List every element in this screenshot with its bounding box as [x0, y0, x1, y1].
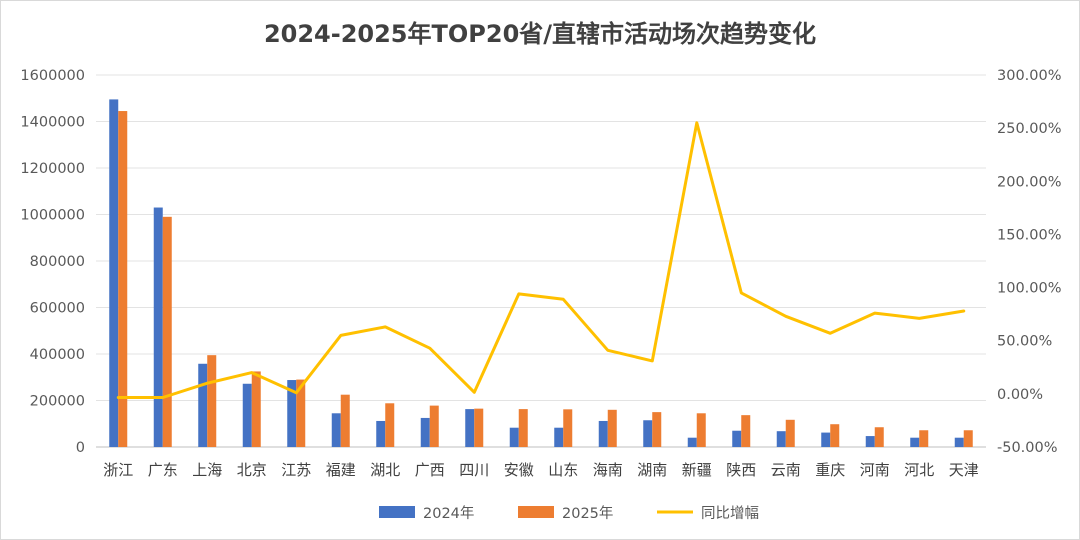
legend-label: 同比增幅: [701, 505, 759, 522]
bar-2025: [741, 415, 751, 447]
bar-2024: [331, 413, 341, 447]
category-label: 北京: [237, 461, 267, 479]
right-axis-tick-label: 50.00%: [997, 334, 1052, 350]
category-label: 上海: [192, 461, 222, 479]
category-axis-ticks: 浙江 广东 上海 北京 江苏 福建 湖北 广西 四川 安徽 山东 海南 湖南 新疆 陕西 云南 重庆 河南 河北 天津: [103, 461, 979, 479]
bar-2025: [518, 409, 528, 447]
bar-2025: [429, 405, 439, 447]
bar-2024: [509, 427, 519, 447]
left-axis-tick-label: 600000: [30, 301, 85, 317]
bar-2025: [385, 403, 395, 447]
gridlines: [96, 74, 986, 448]
right-axis-tick-label: -50.00%: [997, 440, 1058, 456]
chart-title: 2024-2025年TOP20省/直辖市活动场次趋势变化: [264, 20, 816, 48]
bar-2024: [554, 427, 564, 447]
bar-2024: [954, 437, 964, 447]
right-axis-tick-label: 200.00%: [997, 174, 1062, 190]
right-axis-tick-label: 100.00%: [997, 281, 1062, 297]
yoy-growth-line: [116, 121, 966, 399]
bar-2024: [153, 207, 163, 447]
right-axis-tick-label: 300.00%: [997, 68, 1062, 84]
left-axis-tick-label: 200000: [30, 394, 85, 410]
legend-swatch-2024: [379, 506, 415, 518]
bar-2025: [118, 111, 128, 447]
bar-2024: [376, 420, 386, 447]
bar-2025: [474, 408, 484, 447]
category-label: 广西: [415, 461, 445, 479]
left-axis-tick-label: 1200000: [20, 161, 85, 177]
left-axis-tick-label: 1000000: [20, 208, 85, 224]
left-axis-tick-label: 1600000: [20, 68, 85, 84]
right-axis-tick-label: 150.00%: [997, 227, 1062, 243]
bar-2025: [830, 424, 840, 447]
right-axis-tick-label: 0.00%: [997, 387, 1043, 403]
category-label: 云南: [771, 461, 801, 479]
bar-2024: [732, 430, 742, 447]
left-axis-ticks: 0 200000 400000 600000 800000 1000000 1200000 1…: [20, 68, 85, 456]
bar-2025: [296, 379, 306, 447]
left-axis-tick-label: 1400000: [20, 115, 85, 131]
bar-2024: [821, 432, 831, 447]
bar-2024: [242, 383, 252, 447]
category-label: 天津: [949, 461, 979, 479]
bar-2024: [598, 420, 608, 447]
category-label: 山东: [548, 461, 578, 479]
category-label: 安徽: [504, 461, 534, 479]
bar-2025: [162, 216, 172, 447]
category-label: 河北: [904, 461, 934, 479]
bar-2025: [607, 409, 617, 447]
line-series-group: [116, 121, 966, 399]
bar-2024: [465, 409, 475, 447]
bar-2024: [687, 437, 697, 447]
legend: 2024年 2025年 同比增幅: [379, 505, 759, 522]
legend-swatch-2025: [518, 506, 554, 518]
bar-2025: [652, 412, 662, 447]
bar-2024: [109, 99, 119, 447]
category-label: 河南: [860, 461, 890, 479]
bar-2024: [776, 431, 786, 447]
category-label: 浙江: [103, 461, 133, 479]
category-label: 湖北: [370, 461, 400, 479]
bar-2024: [865, 436, 875, 447]
category-label: 福建: [326, 461, 356, 479]
bar-2025: [207, 355, 217, 447]
category-label: 江苏: [281, 461, 311, 479]
bar-2025: [340, 394, 350, 447]
bar-series-group: [109, 99, 973, 447]
category-label: 陕西: [726, 461, 756, 479]
legend-label: 2025年: [562, 505, 613, 522]
bar-2025: [563, 409, 573, 447]
right-axis-tick-label: 250.00%: [997, 121, 1062, 137]
bar-2025: [251, 371, 261, 447]
left-axis-tick-label: 800000: [30, 254, 85, 270]
bar-2025: [874, 427, 884, 447]
bar-2024: [420, 417, 430, 447]
bar-2025: [963, 430, 973, 447]
category-label: 湖南: [637, 461, 667, 479]
bar-2024: [643, 420, 653, 447]
category-label: 四川: [459, 461, 489, 479]
bar-2025: [785, 419, 795, 447]
category-label: 新疆: [682, 461, 712, 479]
category-label: 广东: [148, 461, 178, 479]
category-label: 重庆: [815, 461, 845, 479]
bar-2025: [696, 413, 706, 447]
left-axis-tick-label: 400000: [30, 347, 85, 363]
bar-2025: [919, 430, 929, 447]
left-axis-tick-label: 0: [76, 440, 85, 456]
right-axis-ticks: -50.00% 0.00% 50.00% 100.00% 150.00% 200.00% 2…: [997, 68, 1062, 456]
legend-label: 2024年: [423, 505, 474, 522]
bar-2024: [287, 380, 297, 447]
bar-2024: [910, 437, 920, 447]
bar-2024: [198, 363, 208, 447]
category-label: 海南: [593, 461, 623, 479]
